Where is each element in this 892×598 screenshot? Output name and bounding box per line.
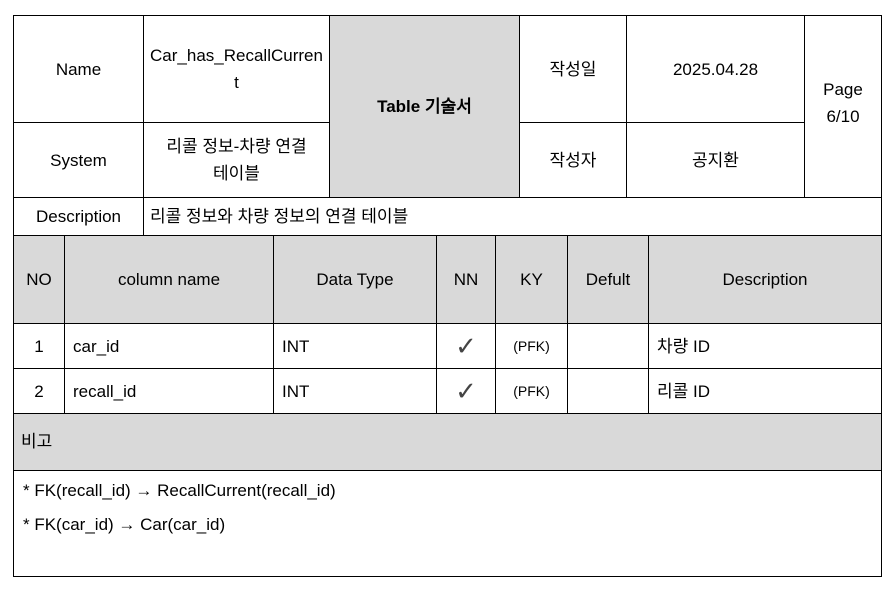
col-header-column-name: column name: [64, 235, 274, 324]
remarks-table: 비고 * FK(recall_id) → RecallCurrent(recal…: [13, 414, 882, 577]
remark-line: * FK(car_id) → Car(car_id): [23, 514, 226, 534]
row-nn-checkmark-icon: ✓: [436, 323, 496, 369]
row-no: 1: [13, 323, 65, 369]
remark-line: * FK(recall_id) → RecallCurrent(recall_i…: [23, 480, 336, 500]
remarks-label: 비고: [13, 414, 882, 471]
page-cell: Page 6/10: [804, 15, 882, 198]
name-label: Name: [13, 15, 144, 123]
date-label: 작성일: [519, 15, 627, 123]
row-description: 차량 ID: [648, 323, 882, 369]
row-default: [567, 368, 649, 414]
row-data-type: INT: [273, 323, 437, 369]
table-spec-sheet: Name Car_has_RecallCurrent Table 기술서 작성일…: [13, 15, 882, 577]
columns-table: NO column name Data Type NN KY Defult De…: [13, 235, 882, 414]
row-ky: (PFK): [495, 368, 568, 414]
table-row: 1 car_id INT ✓ (PFK) 차량 ID: [13, 323, 882, 369]
table-row: 2 recall_id INT ✓ (PFK) 리콜 ID: [13, 368, 882, 414]
description-table: Description 리콜 정보와 차량 정보의 연결 테이블: [13, 198, 882, 236]
col-header-no: NO: [13, 235, 65, 324]
system-label: System: [13, 122, 144, 198]
page-label: Page: [823, 80, 863, 99]
system-value: 리콜 정보-차량 연결 테이블: [143, 122, 330, 198]
name-value: Car_has_RecallCurrent: [143, 15, 330, 123]
header-table: Name Car_has_RecallCurrent Table 기술서 작성일…: [13, 15, 882, 198]
row-no: 2: [13, 368, 65, 414]
author-value: 공지환: [626, 122, 805, 198]
col-header-ky: KY: [495, 235, 568, 324]
document-title: Table 기술서: [329, 15, 520, 198]
date-value: 2025.04.28: [626, 15, 805, 123]
row-ky: (PFK): [495, 323, 568, 369]
page-value: 6/10: [826, 107, 860, 126]
col-header-default: Defult: [567, 235, 649, 324]
author-label: 작성자: [519, 122, 627, 198]
col-header-description: Description: [648, 235, 882, 324]
col-header-data-type: Data Type: [273, 235, 437, 324]
description-value: 리콜 정보와 차량 정보의 연결 테이블: [143, 198, 882, 236]
row-nn-checkmark-icon: ✓: [436, 368, 496, 414]
col-header-nn: NN: [436, 235, 496, 324]
row-column-name: recall_id: [64, 368, 274, 414]
row-description: 리콜 ID: [648, 368, 882, 414]
row-column-name: car_id: [64, 323, 274, 369]
remarks-notes: * FK(recall_id) → RecallCurrent(recall_i…: [13, 470, 882, 577]
row-default: [567, 323, 649, 369]
description-label: Description: [13, 198, 144, 236]
row-data-type: INT: [273, 368, 437, 414]
